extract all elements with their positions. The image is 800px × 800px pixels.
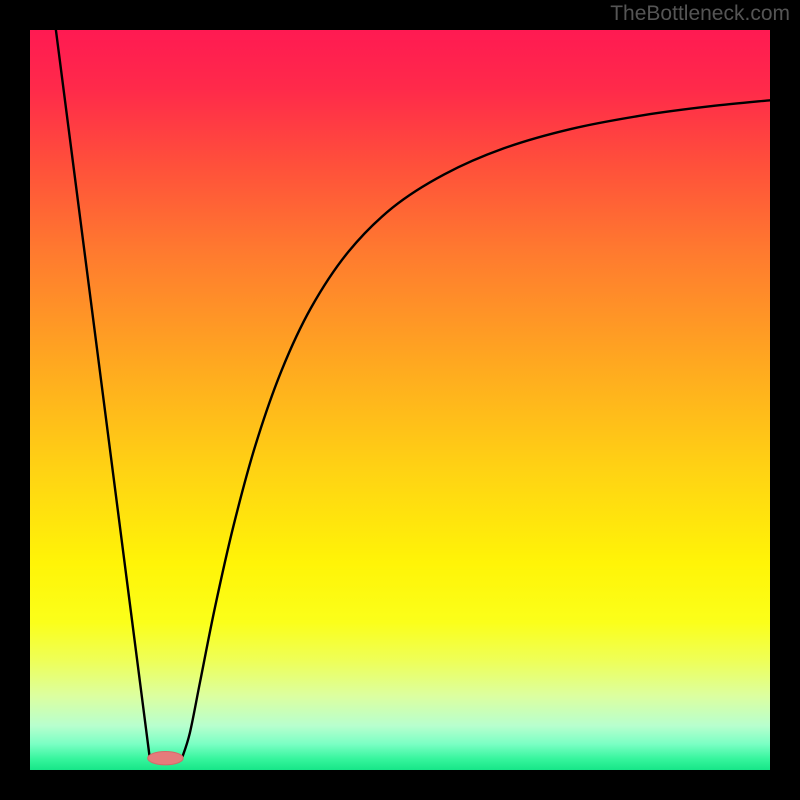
bottleneck-chart (0, 0, 800, 800)
plot-background (30, 30, 770, 770)
bottleneck-marker (148, 752, 184, 765)
watermark-text: TheBottleneck.com (610, 2, 790, 26)
